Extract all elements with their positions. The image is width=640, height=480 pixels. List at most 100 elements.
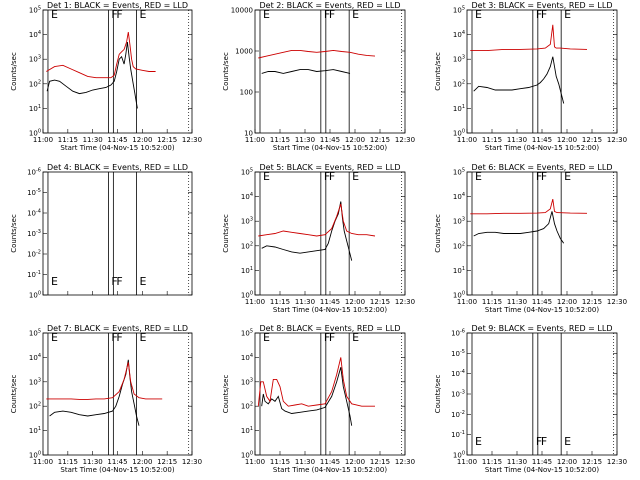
x-tick-label: 11:00 xyxy=(33,458,53,466)
plot-frame xyxy=(466,171,618,296)
x-tick-label: 11:30 xyxy=(507,298,527,306)
lld-series-line xyxy=(258,49,376,59)
chart-title: Det 3: BLACK = Events, RED = LLD xyxy=(472,1,613,10)
y-tick-label: 105 xyxy=(453,168,465,177)
x-tick-label: 11:15 xyxy=(482,458,502,466)
plot-frame xyxy=(42,332,193,456)
y-tick-label: 102 xyxy=(453,241,465,250)
x-tick-label: 11:15 xyxy=(58,136,78,144)
x-axis-label: Start Time (04-Nov-15 10:52:00) xyxy=(273,466,387,474)
plot-frame xyxy=(466,9,618,134)
chart-panel-2: Det 2: BLACK = Events, RED = LLD Counts/s… xyxy=(222,1,415,152)
x-tick-label: 12:15 xyxy=(370,298,390,306)
y-tick-label: 100 xyxy=(453,291,465,300)
x-axis-label: Start Time (04-Nov-15 10:52:00) xyxy=(273,144,387,152)
interval-marker: E xyxy=(352,170,359,183)
x-tick-label: 11:15 xyxy=(270,458,290,466)
y-axis-label: Counts/sec xyxy=(434,214,442,253)
x-tick-label: 12:15 xyxy=(157,458,177,466)
x-tick-label: 12:15 xyxy=(370,458,390,466)
y-tick-label: 10-1 xyxy=(451,430,465,439)
y-axis-label: Counts/sec xyxy=(222,52,230,91)
y-tick-label: 103 xyxy=(453,55,465,64)
x-tick-label: 11:00 xyxy=(33,136,53,144)
interval-marker: F xyxy=(324,8,330,21)
interval-marker: E xyxy=(140,8,147,21)
y-axis-label: Counts/sec xyxy=(10,52,18,91)
y-tick-label: 101 xyxy=(453,104,465,113)
interval-marker: F xyxy=(324,331,330,344)
interval-marker: F xyxy=(541,435,547,448)
x-tick-label: 11:30 xyxy=(507,136,527,144)
y-tick-label: 10-3 xyxy=(27,229,41,238)
interval-marker: E xyxy=(475,8,482,21)
x-tick-label: 11:00 xyxy=(245,136,265,144)
y-tick-label: 100 xyxy=(240,89,253,97)
x-tick-label: 11:30 xyxy=(83,136,103,144)
x-tick-label: 11:30 xyxy=(507,458,527,466)
y-tick-label: 10-6 xyxy=(451,329,465,338)
y-tick-label: 104 xyxy=(29,353,41,362)
y-tick-label: 101 xyxy=(29,104,41,113)
x-axis-label: Start Time (04-Nov-15 10:52:00) xyxy=(273,306,387,314)
events-series-line xyxy=(261,201,353,261)
x-axis-label: Start Time (04-Nov-15 10:52:00) xyxy=(485,466,599,474)
lld-series-line xyxy=(257,357,375,407)
x-tick-label: 11:45 xyxy=(532,136,552,144)
y-tick-label: 102 xyxy=(241,241,253,250)
x-tick-label: 12:15 xyxy=(157,136,177,144)
y-tick-label: 10-2 xyxy=(451,410,465,419)
chart-panel-6: Det 6: BLACK = Events, RED = LLD Counts/s… xyxy=(434,163,627,314)
x-tick-label: 11:00 xyxy=(245,298,265,306)
y-axis-label: Counts/sec xyxy=(10,375,18,414)
y-tick-label: 1000 xyxy=(235,48,253,56)
chart-panel-9: Det 9: BLACK = Events, RED = LLD Counts/s… xyxy=(434,324,627,474)
x-tick-label: 11:45 xyxy=(320,136,340,144)
plot-frame xyxy=(254,171,406,296)
chart-title: Det 9: BLACK = Events, RED = LLD xyxy=(472,324,613,333)
interval-marker: F xyxy=(111,8,117,21)
y-tick-label: 105 xyxy=(241,329,253,338)
x-tick-label: 12:30 xyxy=(182,136,202,144)
x-tick-label: 12:30 xyxy=(607,298,627,306)
x-tick-label: 12:00 xyxy=(132,458,152,466)
x-tick-label: 11:15 xyxy=(482,136,502,144)
y-tick-label: 104 xyxy=(453,30,465,39)
y-tick-label: 10-6 xyxy=(27,168,41,177)
y-tick-label: 100 xyxy=(29,451,41,460)
x-tick-label: 11:30 xyxy=(295,458,315,466)
x-tick-label: 12:15 xyxy=(370,136,390,144)
x-tick-label: 12:00 xyxy=(557,458,577,466)
interval-marker: E xyxy=(475,435,482,448)
y-tick-label: 101 xyxy=(453,266,465,275)
interval-marker: F xyxy=(536,8,542,21)
interval-marker: F xyxy=(116,331,122,344)
interval-marker: E xyxy=(475,170,482,183)
lld-series-line xyxy=(470,24,588,52)
y-tick-label: 103 xyxy=(453,217,465,226)
chart-title: Det 4: BLACK = Events, RED = LLD xyxy=(47,163,188,172)
interval-marker: E xyxy=(263,8,270,21)
y-tick-label: 100 xyxy=(241,451,253,460)
y-tick-label: 10-2 xyxy=(27,250,41,259)
y-tick-label: 104 xyxy=(241,353,253,362)
chart-panel-5: Det 5: BLACK = Events, RED = LLD Counts/s… xyxy=(222,163,415,314)
y-tick-label: 100 xyxy=(29,129,41,138)
x-tick-label: 12:00 xyxy=(345,298,365,306)
interval-marker: F xyxy=(116,275,122,288)
y-tick-label: 10 xyxy=(244,130,253,138)
y-tick-label: 104 xyxy=(241,192,253,201)
x-tick-label: 12:15 xyxy=(582,298,602,306)
y-tick-label: 103 xyxy=(29,55,41,64)
x-tick-label: 11:15 xyxy=(482,298,502,306)
interval-marker: E xyxy=(263,170,270,183)
y-tick-label: 103 xyxy=(241,377,253,386)
x-tick-label: 12:15 xyxy=(582,136,602,144)
interval-marker: E xyxy=(51,8,58,21)
y-axis-label: Counts/sec xyxy=(434,52,442,91)
y-tick-label: 100 xyxy=(241,291,253,300)
x-tick-label: 12:00 xyxy=(345,458,365,466)
x-tick-label: 11:00 xyxy=(245,458,265,466)
y-tick-label: 102 xyxy=(29,402,41,411)
